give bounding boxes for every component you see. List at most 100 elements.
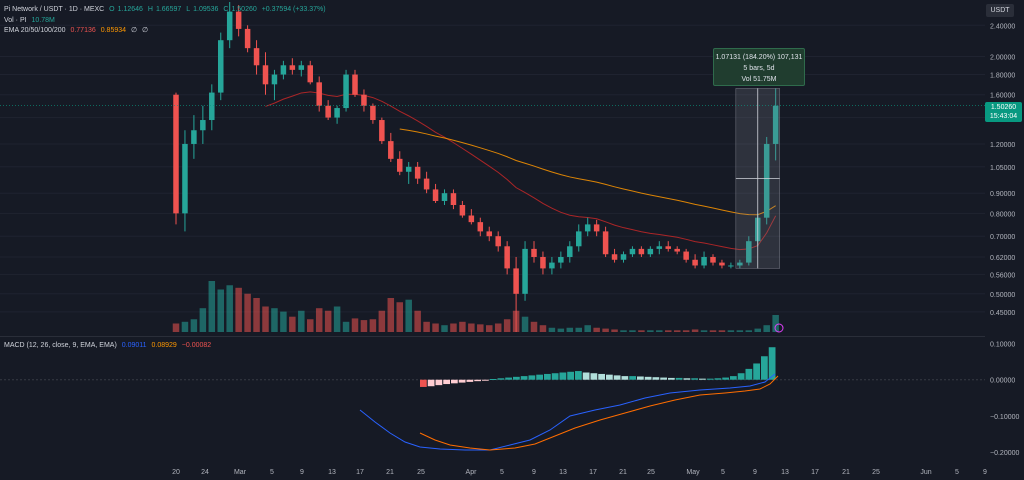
volume-bar: [682, 330, 690, 332]
macd-histogram-bar: [497, 378, 505, 380]
time-tick-label: Apr: [466, 469, 478, 476]
volume-bar: [333, 306, 341, 332]
macd-value: 0.09011: [121, 342, 147, 349]
candle-body: [218, 40, 224, 93]
volume-bar: [289, 316, 296, 332]
macd-histogram-bar: [691, 378, 698, 380]
volume-bar: [244, 293, 251, 332]
volume-bar: [396, 302, 403, 332]
macd-histogram-bar: [474, 379, 481, 382]
macd-histogram-bar: [644, 376, 652, 380]
macd-histogram-bar: [536, 374, 543, 380]
candle-body: [701, 256, 707, 266]
measure-tooltip: 1.07131 (184.20%) 107,131 5 bars, 5d Vol…: [713, 48, 805, 86]
volume-bar: [772, 315, 779, 332]
volume-bar: [262, 306, 269, 332]
time-tick-label: 5: [270, 469, 274, 476]
open-value: 1.12646: [117, 6, 143, 13]
time-tick-label: 17: [811, 469, 819, 476]
volume-bar: [405, 299, 412, 332]
macd-tick-label: −0.10000: [990, 414, 1019, 421]
candle-body: [343, 74, 349, 109]
ema20-value: 0.77136: [70, 27, 96, 34]
candle-body: [558, 256, 564, 263]
volume-bar: [727, 330, 735, 332]
candle-body: [441, 193, 448, 201]
volume-value: 10.78M: [31, 17, 55, 24]
volume-bar: [691, 329, 699, 332]
macd-histogram-bar: [420, 379, 427, 387]
time-tick-label: 9: [983, 469, 987, 476]
measure-volume: Vol 51.75M: [741, 76, 777, 83]
volume-bar: [387, 298, 395, 332]
candle-body: [620, 254, 627, 260]
volume-bar: [745, 330, 753, 332]
candle-body: [226, 11, 233, 41]
currency-badge[interactable]: USDT: [986, 4, 1014, 17]
volume-bar: [172, 323, 180, 332]
candle-body: [763, 143, 770, 218]
volume-bar: [521, 316, 529, 332]
time-tick-label: 25: [417, 469, 425, 476]
candle-body: [567, 246, 573, 257]
volume-bar: [566, 327, 574, 332]
macd-histogram-bar: [466, 379, 474, 382]
candle-body: [388, 141, 394, 159]
price-tick-label: 1.20000: [990, 142, 1015, 149]
candle-body: [253, 48, 260, 66]
price-tick-label: 2.00000: [990, 55, 1015, 62]
low-value: 1.09536: [193, 6, 219, 13]
candle-body: [379, 120, 385, 142]
time-tick-label: Jun: [920, 469, 931, 476]
macd-histogram-bar: [458, 379, 466, 383]
candle-body: [361, 94, 367, 106]
measure-change: 1.07131 (184.20%) 107,131: [715, 54, 803, 61]
candle-body: [316, 82, 322, 106]
macd-tick-label: −0.20000: [990, 450, 1019, 457]
pane-divider: [0, 336, 985, 337]
symbol-legend: Pi Network / USDT · 1D · MEXC O 1.12646 H…: [4, 5, 329, 14]
macd-histogram-bar: [427, 379, 435, 387]
candle-body: [647, 248, 654, 255]
volume-bar: [414, 310, 421, 332]
macd-histogram-bar: [613, 375, 621, 380]
macd-histogram-bar: [660, 377, 667, 380]
macd-histogram-bar: [451, 379, 458, 384]
volume-bar: [629, 330, 636, 332]
time-tick-label: 21: [386, 469, 394, 476]
candle-body: [513, 268, 519, 294]
candle-body: [576, 231, 582, 247]
volume-bar: [342, 321, 350, 332]
candle-body: [593, 224, 600, 232]
volume-bar: [450, 323, 457, 332]
volume-bar: [315, 308, 323, 332]
candle-body: [405, 166, 412, 172]
time-tick-label: 9: [300, 469, 304, 476]
macd-histogram-bar: [567, 371, 574, 380]
time-tick-label: 20: [172, 469, 180, 476]
volume-bar: [673, 330, 681, 332]
time-tick-label: 5: [721, 469, 725, 476]
candle-body: [271, 74, 278, 85]
macd-legend: MACD (12, 26, close, 9, EMA, EMA) 0.0901…: [4, 341, 214, 350]
volume-bar: [324, 310, 332, 332]
macd-histogram-bar: [582, 372, 590, 380]
candle-body: [298, 65, 305, 70]
macd-histogram-bar: [683, 378, 691, 380]
volume-bar: [351, 318, 359, 332]
candle-body: [209, 92, 215, 121]
last-price-tag: 1.50260 15:43:04: [985, 102, 1022, 122]
candle-body: [638, 248, 645, 255]
measure-box: [0, 88, 985, 333]
macd-histogram-bar: [745, 368, 753, 380]
time-tick-label: 5: [500, 469, 504, 476]
axes: 2.400002.000001.800001.600001.400001.200…: [172, 23, 1019, 476]
candle-body: [468, 215, 475, 223]
candle-body: [289, 65, 296, 70]
macd-histogram-bar: [590, 373, 598, 380]
volume-bar: [557, 328, 565, 332]
volume-bar: [432, 323, 439, 332]
signal-value: 0.08929: [151, 342, 177, 349]
macd-histogram-bar: [714, 378, 722, 380]
